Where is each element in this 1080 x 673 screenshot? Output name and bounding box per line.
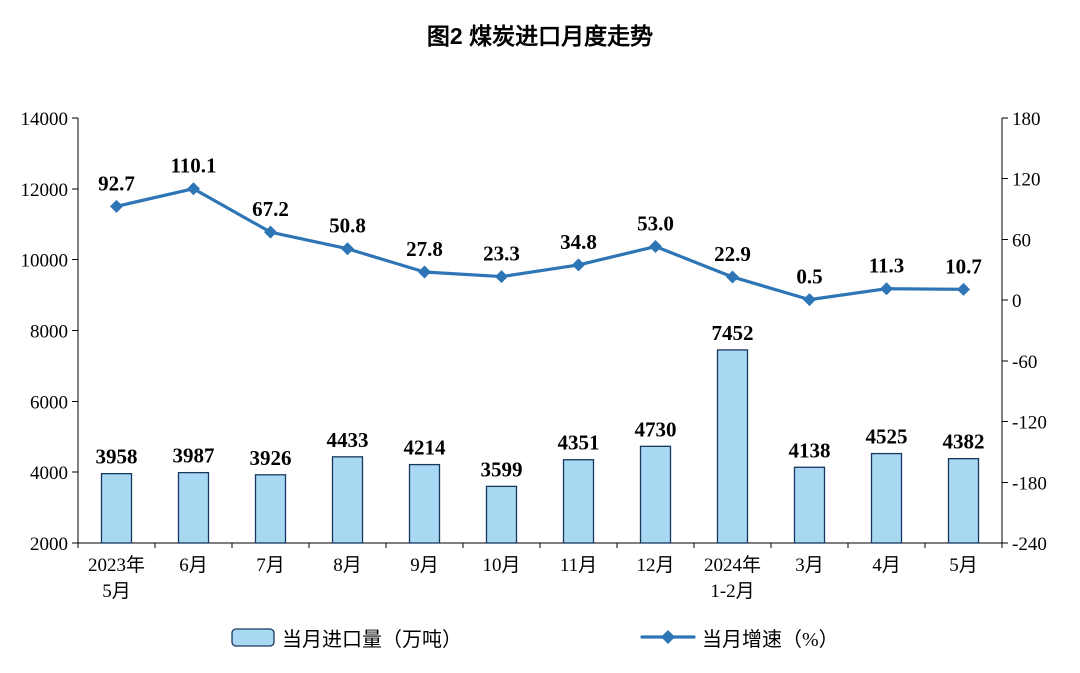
x-axis-category-label: 7月 [256, 555, 285, 576]
line-value-label: 67.2 [252, 197, 289, 221]
bar-value-label: 7452 [712, 321, 754, 345]
line-value-label: 27.8 [406, 237, 443, 261]
bar [177, 471, 210, 544]
right-axis-tick-label: 120 [1012, 170, 1041, 191]
bar [947, 457, 980, 544]
right-axis-tick-label: -180 [1012, 473, 1047, 494]
right-axis-tick-label: -60 [1012, 352, 1037, 373]
line-marker [341, 242, 354, 256]
legend: 当月进口量（万吨） 当月增速（%） [231, 628, 839, 651]
left-axis-tick-label: 8000 [30, 322, 68, 343]
x-axis-category-label: 8月 [333, 555, 362, 576]
x-axis-category-label: 2023年 [88, 554, 145, 576]
bar-value-label: 3958 [96, 445, 138, 469]
growth-line [114, 187, 966, 302]
line-legend-marker [661, 630, 675, 644]
bar [870, 452, 903, 544]
x-axis-category-label: 10月 [482, 555, 520, 576]
x-axis-category-label: 1-2月 [710, 581, 754, 602]
line-value-label: 110.1 [170, 154, 216, 178]
bar-value-label: 4214 [404, 436, 447, 460]
right-axis-tick-label: 180 [1012, 109, 1041, 130]
line-marker [418, 265, 431, 279]
bar-value-label: 4382 [943, 430, 985, 454]
bar-value-label: 4525 [866, 425, 908, 449]
bar [100, 473, 133, 544]
left-axis-tick-label: 6000 [30, 392, 68, 413]
bar-value-label: 4351 [558, 431, 600, 455]
line-marker [803, 293, 816, 307]
chart-title: 图2 煤炭进口月度走势 [427, 23, 653, 49]
right-axis-tick-label: -240 [1012, 534, 1047, 555]
line-value-label: 34.8 [560, 230, 597, 254]
left-axis-tick-label: 2000 [30, 534, 68, 555]
line-marker [187, 182, 200, 196]
bar-legend-swatch [231, 628, 275, 647]
x-axis-category-label: 4月 [872, 555, 901, 576]
bar [793, 466, 826, 544]
x-axis-category-label: 3月 [795, 555, 824, 576]
right-axis-tick-label: -120 [1012, 413, 1047, 434]
x-axis-category-label: 12月 [636, 555, 674, 576]
x-axis-category-label: 5月 [949, 555, 978, 576]
bar-value-label: 4730 [635, 417, 677, 441]
right-axis-tick-label: 0 [1012, 291, 1022, 312]
bar-value-label: 3987 [173, 444, 215, 468]
line-value-label: 0.5 [796, 265, 822, 289]
line-marker [880, 282, 893, 296]
left-axis-tick-label: 4000 [30, 463, 68, 484]
bar [485, 485, 518, 544]
x-axis-category-label: 6月 [179, 555, 208, 576]
bar [562, 459, 595, 544]
x-axis-category-label: 2024年 [704, 554, 761, 576]
line-value-label: 10.7 [945, 254, 982, 278]
line-legend-label: 当月增速（%） [702, 628, 839, 651]
bar-value-label: 3926 [250, 446, 292, 470]
line-value-label: 50.8 [329, 214, 366, 238]
bar-value-label: 3599 [481, 457, 523, 481]
line-value-label: 92.7 [98, 171, 135, 195]
line-marker [957, 282, 970, 296]
bar-value-label: 4433 [327, 428, 369, 452]
line-marker [110, 199, 123, 213]
bar [254, 474, 287, 544]
line-marker [264, 225, 277, 239]
x-axis-category-label: 11月 [560, 555, 597, 576]
line-value-label: 22.9 [714, 242, 751, 266]
bar-legend-label: 当月进口量（万吨） [282, 628, 462, 651]
plot-area: 2000 4000 6000 8000 10000 12000 14000 -240 -180 -… [21, 109, 1047, 602]
line-marker [572, 258, 585, 272]
x-axis-category-label: 9月 [410, 555, 439, 576]
bar [331, 456, 364, 544]
line-marker [649, 240, 662, 254]
line-value-label: 53.0 [637, 212, 674, 236]
line-value-label: 23.3 [483, 242, 520, 266]
bar [639, 445, 672, 544]
bar [408, 463, 441, 544]
left-axis-tick-label: 14000 [21, 109, 69, 130]
right-axis-tick-label: 60 [1012, 230, 1031, 251]
left-axis-tick-label: 12000 [21, 180, 69, 201]
line-marker [726, 270, 739, 284]
left-axis-tick-label: 10000 [21, 251, 69, 272]
bar [716, 349, 749, 544]
line-marker [495, 270, 508, 284]
line-value-label: 11.3 [869, 254, 905, 278]
x-axis-category-label: 5月 [102, 581, 131, 602]
bar-value-label: 4138 [789, 438, 831, 462]
